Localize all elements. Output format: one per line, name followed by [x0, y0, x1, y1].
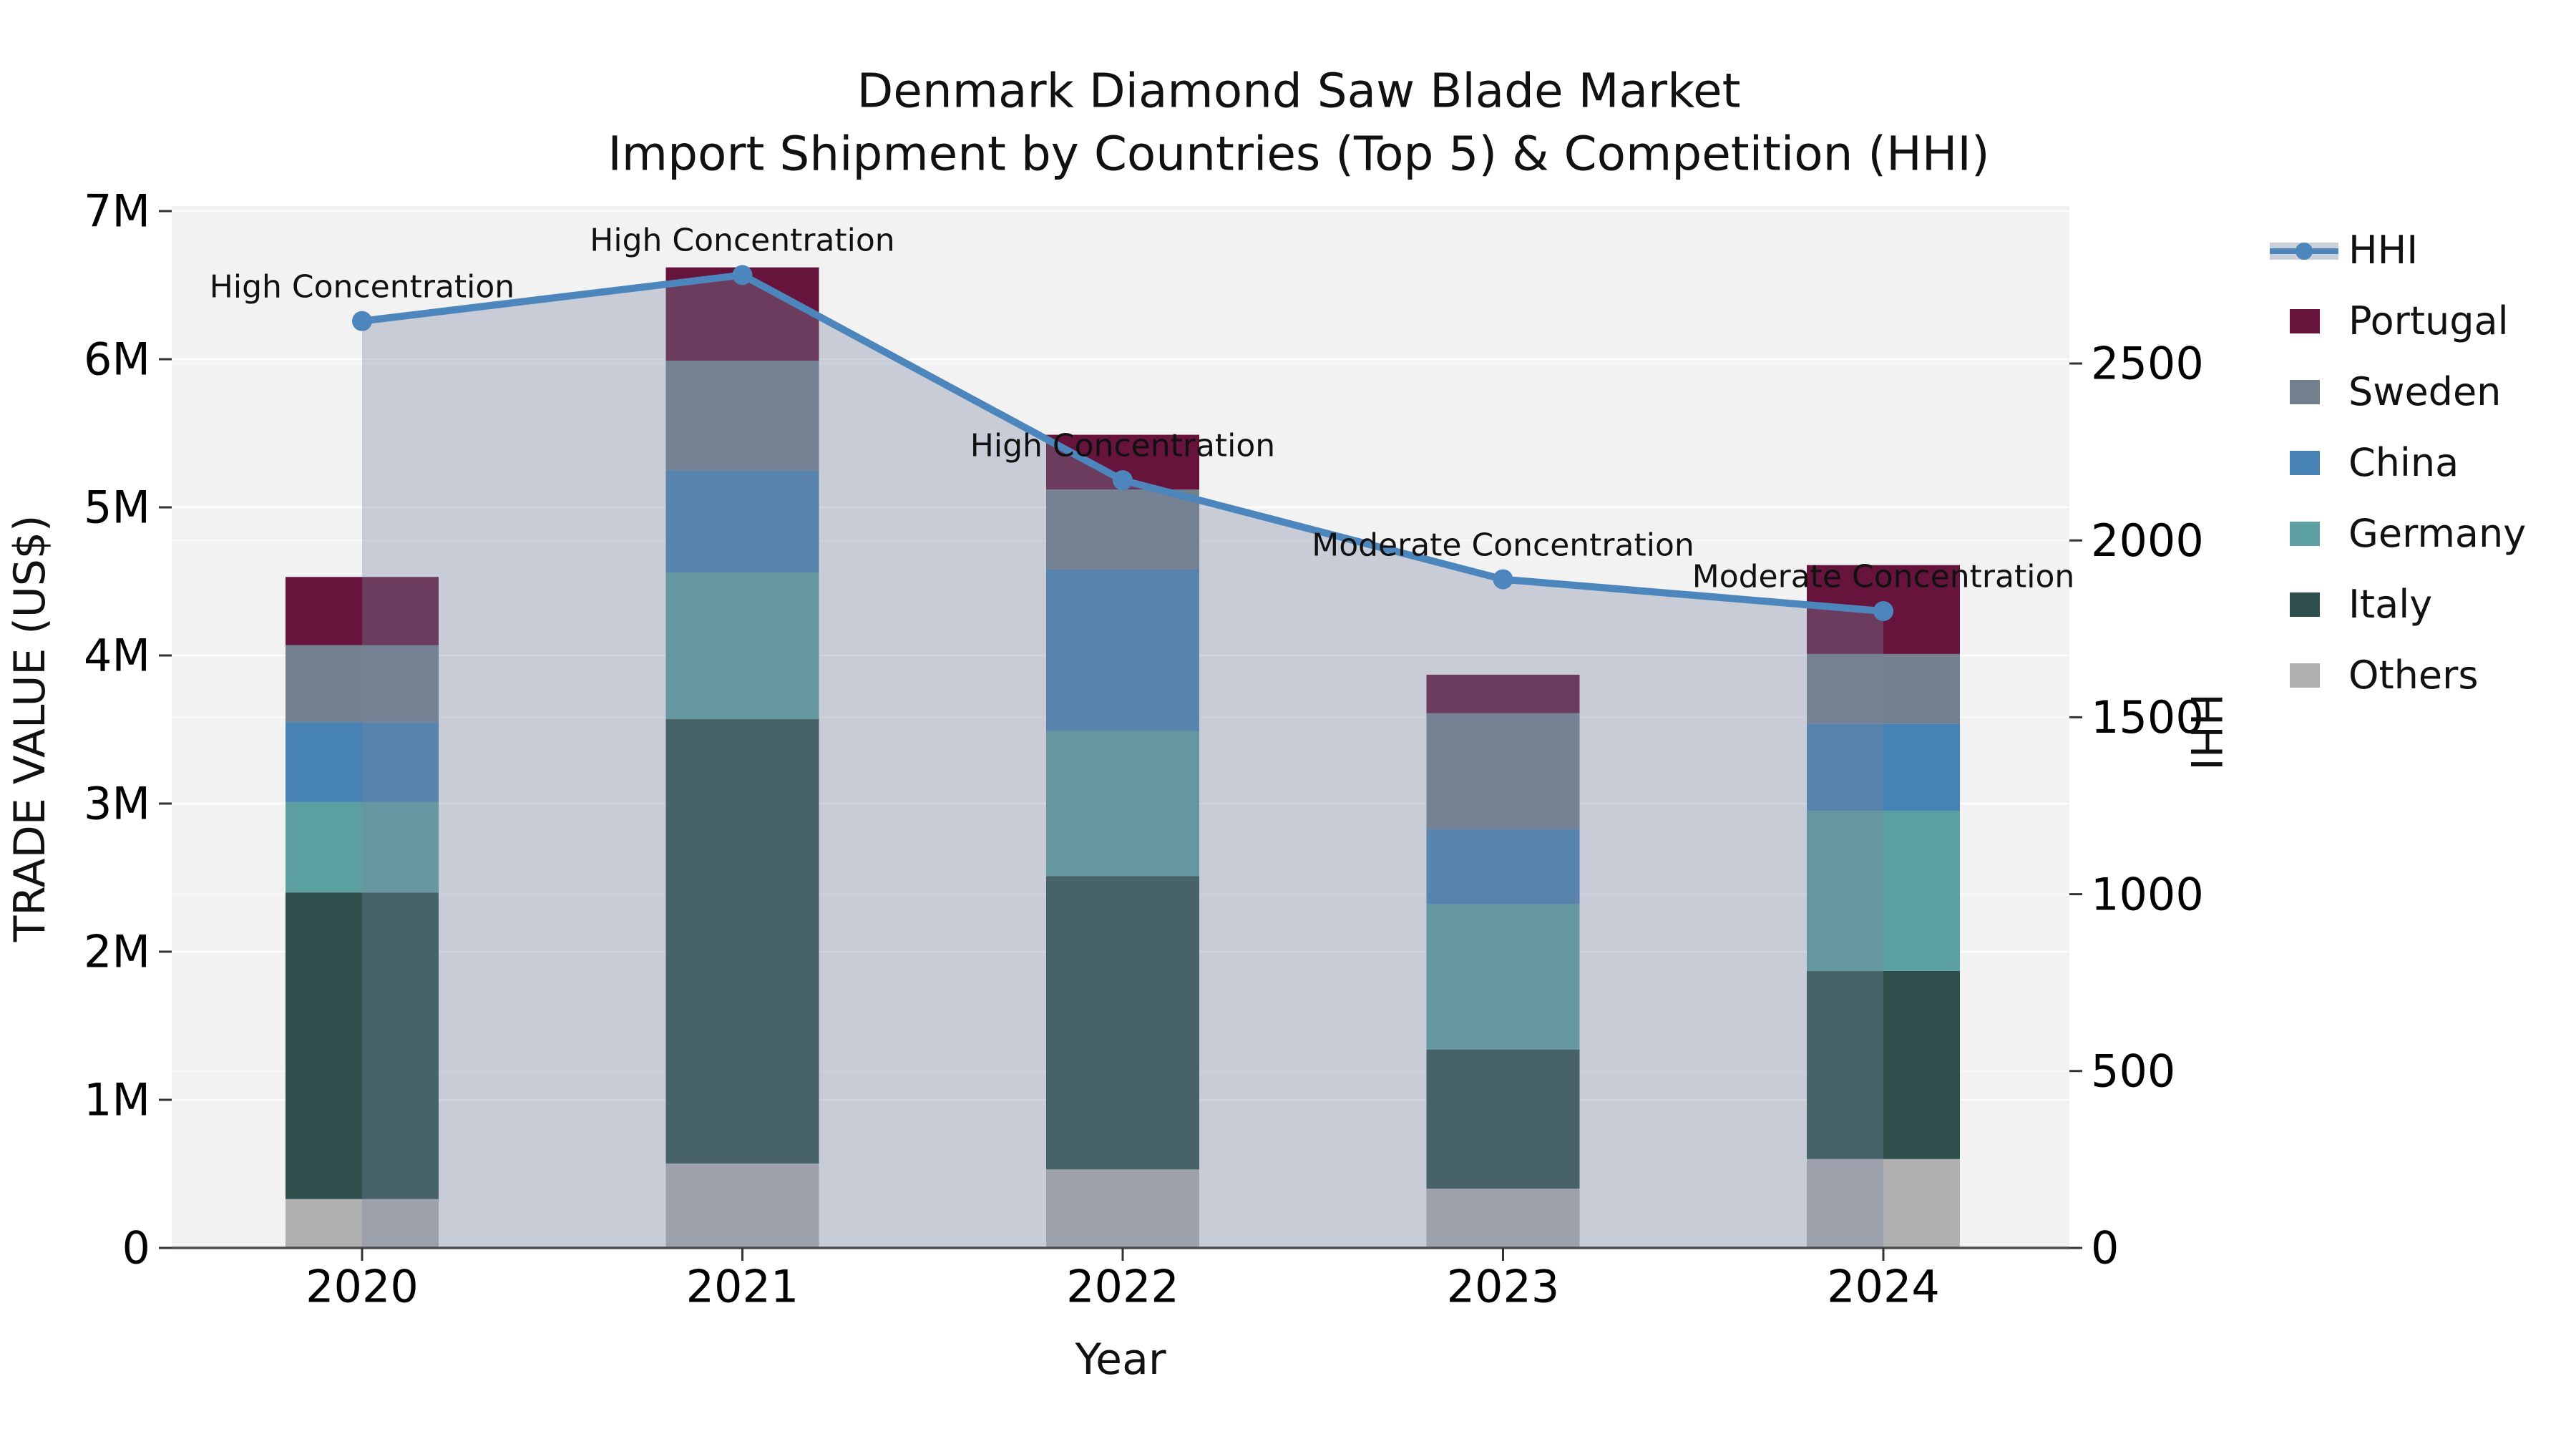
hhi-marker-2022[interactable]	[1113, 470, 1133, 491]
bar-segment-2021-italy[interactable]	[665, 719, 819, 1164]
swatch-portugal	[2290, 308, 2320, 333]
legend-item-italy[interactable]: Italy	[2268, 569, 2432, 640]
color-swatch-icon	[2268, 371, 2340, 414]
color-swatch-icon	[2268, 512, 2340, 555]
y-right-tick-label: 500	[2091, 1045, 2175, 1098]
hhi-marker-swatch	[2296, 242, 2313, 260]
bar-segment-2020-china[interactable]	[286, 722, 439, 802]
hhi-marker-2023[interactable]	[1493, 569, 1513, 590]
y-right-tick-label: 2500	[2091, 338, 2204, 390]
y-right-tick-label: 2000	[2091, 514, 2204, 567]
bar-segment-2020-germany[interactable]	[286, 801, 439, 893]
y-right-tick-label: 1500	[2091, 691, 2204, 743]
y-left-tick-label: 7M	[84, 185, 150, 238]
annotation-2024: Moderate Concentration	[1692, 558, 2075, 595]
y-left-tick-label: 2M	[84, 926, 150, 978]
y-right-tick-label: 0	[2091, 1222, 2119, 1274]
bar-segment-2020-italy[interactable]	[286, 892, 439, 1199]
bar-segment-2023-italy[interactable]	[1426, 1049, 1580, 1189]
annotation-2021: High Concentration	[590, 222, 895, 259]
chart-title-line2: Import Shipment by Countries (Top 5) & C…	[608, 126, 1990, 182]
bar-segment-2021-germany[interactable]	[665, 572, 819, 720]
swatch-italy	[2290, 592, 2320, 617]
bar-segment-2022-italy[interactable]	[1046, 876, 1199, 1170]
bar-segment-2022-china[interactable]	[1046, 569, 1199, 731]
bar-segment-2020-portugal[interactable]	[286, 577, 439, 645]
color-swatch-icon	[2268, 654, 2340, 697]
legend-label-portugal: Portugal	[2348, 298, 2509, 343]
annotation-2022: High Concentration	[970, 427, 1276, 464]
x-tick-label: 2024	[1827, 1261, 1940, 1313]
y-axis-left-title: TRADE VALUE (US$)	[5, 514, 55, 942]
y-left-tick-label: 0	[122, 1222, 150, 1274]
legend-label-germany: Germany	[2348, 511, 2527, 556]
y-right-tick-label: 1000	[2091, 868, 2204, 920]
swatch-china	[2290, 450, 2320, 475]
legend-label-china: China	[2348, 440, 2459, 485]
color-swatch-icon	[2268, 300, 2340, 343]
legend-item-sweden[interactable]: Sweden	[2268, 356, 2501, 427]
y-left-tick-label: 5M	[84, 482, 150, 534]
legend-item-hhi[interactable]: HHI	[2268, 215, 2418, 286]
bar-segment-2023-sweden[interactable]	[1426, 713, 1580, 829]
legend-item-portugal[interactable]: Portugal	[2268, 286, 2509, 356]
legend-label-others: Others	[2348, 653, 2479, 698]
bar-segment-2024-italy[interactable]	[1807, 970, 1960, 1159]
bar-segment-2021-sweden[interactable]	[665, 361, 819, 471]
bar-segment-2020-sweden[interactable]	[286, 645, 439, 723]
chart-title-line1: Denmark Diamond Saw Blade Market	[857, 63, 1741, 119]
swatch-sweden	[2290, 379, 2320, 404]
y-left-tick-label: 4M	[84, 630, 150, 682]
y-left-tick-label: 1M	[84, 1074, 150, 1126]
bar-segment-2022-germany[interactable]	[1046, 731, 1199, 877]
x-tick-label: 2022	[1066, 1261, 1179, 1313]
legend-item-china[interactable]: China	[2268, 427, 2459, 498]
swatch-germany	[2290, 521, 2320, 546]
annotation-2023: Moderate Concentration	[1312, 527, 1694, 564]
hhi-area-fill	[362, 275, 1883, 1248]
x-tick-label: 2020	[306, 1261, 419, 1313]
annotation-2020: High Concentration	[209, 268, 515, 306]
color-swatch-icon	[2268, 583, 2340, 626]
bar-segment-2023-germany[interactable]	[1426, 904, 1580, 1050]
x-axis-title: Year	[1075, 1335, 1166, 1385]
bar-segment-2023-portugal[interactable]	[1426, 674, 1580, 713]
bar-segment-2023-china[interactable]	[1426, 829, 1580, 904]
hhi-marker-2020[interactable]	[352, 311, 372, 331]
y-left-tick-label: 3M	[84, 778, 150, 830]
hhi-line-icon	[2268, 229, 2340, 272]
color-swatch-icon	[2268, 441, 2340, 484]
legend-item-others[interactable]: Others	[2268, 640, 2478, 711]
bar-segment-2021-others[interactable]	[665, 1163, 819, 1248]
x-tick-label: 2021	[686, 1261, 799, 1313]
y-axis-right-title: HHI	[2180, 693, 2230, 771]
bar-segment-2024-china[interactable]	[1807, 723, 1960, 811]
hhi-marker-2024[interactable]	[1873, 601, 1893, 622]
legend-label-sweden: Sweden	[2348, 369, 2502, 414]
legend-label-hhi: HHI	[2348, 228, 2419, 273]
x-tick-label: 2023	[1447, 1261, 1560, 1313]
legend-label-italy: Italy	[2348, 582, 2433, 627]
swatch-others	[2290, 663, 2320, 688]
hhi-marker-2021[interactable]	[732, 265, 753, 286]
bar-segment-2024-others[interactable]	[1807, 1158, 1960, 1248]
bar-segment-2024-sweden[interactable]	[1807, 653, 1960, 724]
bar-segment-2021-china[interactable]	[665, 470, 819, 573]
bar-segment-2022-sweden[interactable]	[1046, 489, 1199, 570]
bar-segment-2020-others[interactable]	[286, 1199, 439, 1248]
legend-item-germany[interactable]: Germany	[2268, 498, 2526, 569]
bar-segment-2023-others[interactable]	[1426, 1189, 1580, 1248]
bar-segment-2024-germany[interactable]	[1807, 811, 1960, 971]
bar-segment-2022-others[interactable]	[1046, 1169, 1199, 1248]
y-left-tick-label: 6M	[84, 333, 150, 386]
